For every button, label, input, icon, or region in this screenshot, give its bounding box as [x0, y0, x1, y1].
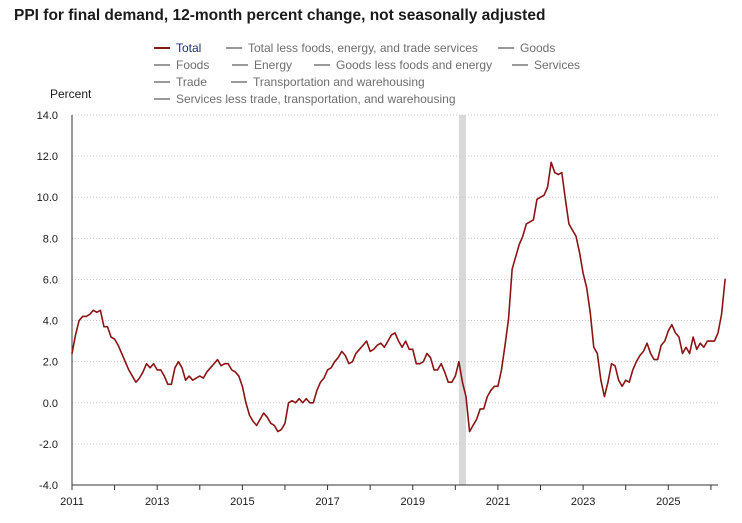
legend-item-transportation-warehousing[interactable]: Transportation and warehousing	[231, 74, 425, 90]
legend-label: Services less trade, transportation, and…	[176, 92, 456, 106]
legend: Total Total less foods, energy, and trad…	[0, 0, 742, 110]
shaded-period-layer	[458, 115, 466, 485]
chart-title: PPI for final demand, 12-month percent c…	[14, 7, 546, 24]
legend-item-services-less-trade-transport-warehousing[interactable]: Services less trade, transportation, and…	[154, 91, 456, 107]
legend-label: Energy	[254, 58, 293, 72]
legend-item-goods-less-foods-energy[interactable]: Goods less foods and energy	[314, 57, 492, 73]
y-tick-label: 0.0	[43, 398, 58, 410]
legend-label: Goods less foods and energy	[336, 58, 493, 72]
y-tick-label: -4.0	[39, 480, 58, 492]
legend-item-total[interactable]: Total	[154, 40, 201, 56]
legend-swatch	[154, 81, 170, 83]
legend-swatch	[154, 47, 170, 49]
legend-label: Trade	[176, 75, 207, 89]
legend-swatch	[226, 47, 242, 49]
legend-swatch	[232, 64, 248, 66]
legend-swatch	[512, 64, 528, 66]
y-tick-label: -2.0	[39, 439, 58, 451]
series-line-total	[71, 161, 726, 433]
y-axis-label: Percent	[50, 87, 92, 101]
legend-swatch	[154, 98, 170, 100]
legend-label: Foods	[176, 58, 210, 72]
y-tick-label: 8.0	[43, 233, 58, 245]
x-tick-label: 2011	[60, 496, 84, 508]
x-tick-label: 2015	[230, 496, 254, 508]
y-tick-label: 4.0	[43, 316, 58, 328]
x-tick-label: 2025	[656, 496, 680, 508]
x-tick-label: 2017	[315, 496, 339, 508]
x-tick-label: 2021	[486, 496, 510, 508]
legend-swatch	[231, 81, 247, 83]
legend-item-goods[interactable]: Goods	[498, 40, 555, 56]
legend-item-trade[interactable]: Trade	[154, 74, 207, 90]
x-tick-label: 2023	[571, 496, 595, 508]
y-tick-label: 2.0	[43, 357, 58, 369]
y-tick-label: 6.0	[43, 274, 58, 286]
legend-item-services[interactable]: Services	[512, 57, 580, 73]
series-layer	[71, 161, 726, 433]
legend-label: Services	[534, 58, 581, 72]
legend-swatch	[314, 64, 330, 66]
legend-swatch	[498, 47, 514, 49]
x-tick-label: 2019	[401, 496, 425, 508]
x-tick-label: 2013	[145, 496, 169, 508]
legend-item-foods[interactable]: Foods	[154, 57, 209, 73]
recession-shade	[458, 115, 466, 485]
y-tick-label: 14.0	[37, 110, 58, 122]
legend-item-total-less-foods-energy-trade[interactable]: Total less foods, energy, and trade serv…	[226, 40, 478, 56]
legend-label: Goods	[520, 41, 556, 55]
legend-item-energy[interactable]: Energy	[232, 57, 292, 73]
legend-label: Total less foods, energy, and trade serv…	[248, 41, 478, 55]
y-tick-label: 10.0	[37, 192, 58, 204]
y-tick-label: 12.0	[37, 151, 58, 163]
legend-label: Total	[176, 41, 202, 55]
legend-label: Transportation and warehousing	[253, 75, 425, 89]
legend-swatch	[154, 64, 170, 66]
grid-layer	[72, 114, 718, 445]
